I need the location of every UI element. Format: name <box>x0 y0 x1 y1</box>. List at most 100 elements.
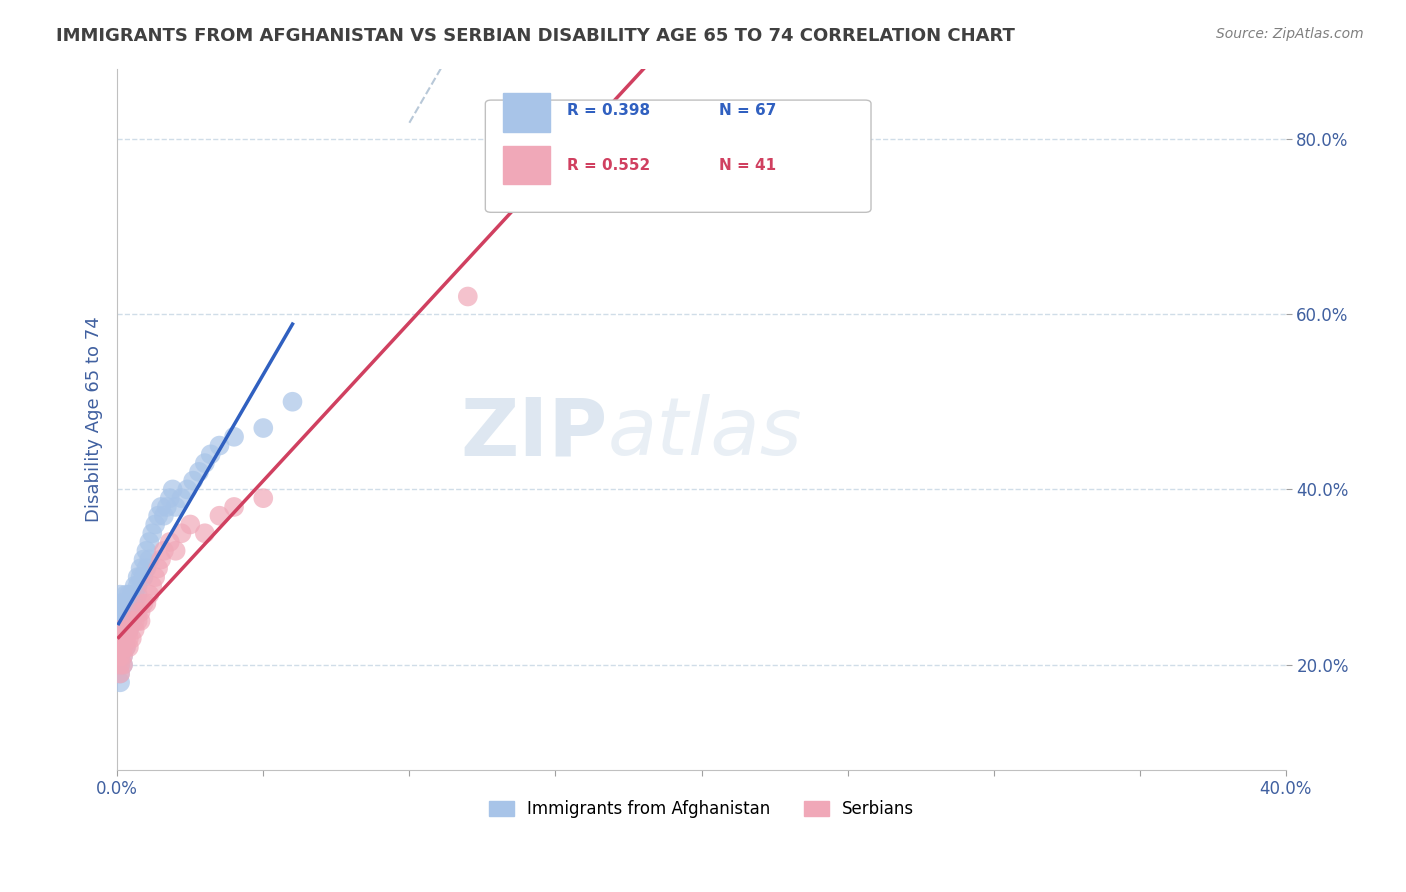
FancyBboxPatch shape <box>485 100 870 212</box>
Point <box>108 640 131 655</box>
Point <box>143 570 166 584</box>
Point <box>115 596 138 610</box>
Point <box>118 632 141 646</box>
Point <box>208 508 231 523</box>
Point <box>457 289 479 303</box>
Point <box>252 491 274 505</box>
Point <box>153 508 176 523</box>
Point <box>115 632 138 646</box>
Point <box>138 535 160 549</box>
Text: R = 0.552: R = 0.552 <box>567 158 651 173</box>
Point <box>132 570 155 584</box>
Point <box>222 500 245 514</box>
Point <box>156 500 179 514</box>
Point <box>115 614 138 628</box>
Bar <box>503 145 550 185</box>
Point <box>124 596 146 610</box>
Point <box>252 421 274 435</box>
Point <box>165 500 187 514</box>
Text: ZIP: ZIP <box>461 394 607 472</box>
Point <box>108 640 131 655</box>
Point <box>112 657 135 672</box>
Point <box>181 474 204 488</box>
Point <box>129 561 152 575</box>
Point <box>108 666 131 681</box>
Point <box>179 517 201 532</box>
Point <box>188 465 211 479</box>
Point <box>118 614 141 628</box>
Point <box>115 623 138 637</box>
Point <box>115 623 138 637</box>
Point <box>115 605 138 619</box>
Point <box>141 526 163 541</box>
Point <box>208 439 231 453</box>
Point <box>108 588 131 602</box>
Point <box>194 456 217 470</box>
Point <box>108 657 131 672</box>
Point <box>127 579 149 593</box>
Point <box>112 632 135 646</box>
Point <box>127 614 149 628</box>
Text: Source: ZipAtlas.com: Source: ZipAtlas.com <box>1216 27 1364 41</box>
Point <box>112 640 135 655</box>
Point <box>112 614 135 628</box>
Point <box>129 614 152 628</box>
Point <box>118 640 141 655</box>
Point <box>112 648 135 663</box>
Point <box>112 623 135 637</box>
Point <box>194 526 217 541</box>
Text: R = 0.398: R = 0.398 <box>567 103 650 118</box>
Point <box>112 657 135 672</box>
Point <box>112 596 135 610</box>
Point <box>132 596 155 610</box>
Point <box>153 543 176 558</box>
Point <box>108 623 131 637</box>
Point <box>112 648 135 663</box>
Point <box>150 552 173 566</box>
Text: N = 41: N = 41 <box>718 158 776 173</box>
Point <box>115 640 138 655</box>
Point <box>127 605 149 619</box>
Point <box>138 588 160 602</box>
Point <box>108 614 131 628</box>
Point <box>138 552 160 566</box>
Point <box>121 632 143 646</box>
Point <box>121 614 143 628</box>
Point <box>127 570 149 584</box>
Point <box>222 430 245 444</box>
Point <box>135 543 157 558</box>
Point <box>121 596 143 610</box>
Point <box>159 491 181 505</box>
Text: IMMIGRANTS FROM AFGHANISTAN VS SERBIAN DISABILITY AGE 65 TO 74 CORRELATION CHART: IMMIGRANTS FROM AFGHANISTAN VS SERBIAN D… <box>56 27 1015 45</box>
Point <box>132 552 155 566</box>
Point <box>141 579 163 593</box>
Legend: Immigrants from Afghanistan, Serbians: Immigrants from Afghanistan, Serbians <box>482 794 921 825</box>
Point <box>124 579 146 593</box>
Point <box>127 588 149 602</box>
Point <box>121 605 143 619</box>
Point <box>108 623 131 637</box>
Point <box>108 596 131 610</box>
Point <box>118 605 141 619</box>
Point <box>146 561 169 575</box>
Point <box>108 666 131 681</box>
Point <box>115 640 138 655</box>
Point <box>146 508 169 523</box>
Point <box>108 632 131 646</box>
Point <box>143 517 166 532</box>
Y-axis label: Disability Age 65 to 74: Disability Age 65 to 74 <box>86 317 103 522</box>
Point <box>121 614 143 628</box>
Point <box>124 623 146 637</box>
Point <box>200 447 222 461</box>
Point <box>118 623 141 637</box>
Point <box>118 588 141 602</box>
Point <box>124 588 146 602</box>
Point <box>112 640 135 655</box>
Point <box>162 483 184 497</box>
Point <box>118 596 141 610</box>
Point <box>108 657 131 672</box>
Point <box>108 605 131 619</box>
Text: N = 67: N = 67 <box>718 103 776 118</box>
Point <box>108 675 131 690</box>
Point <box>159 535 181 549</box>
